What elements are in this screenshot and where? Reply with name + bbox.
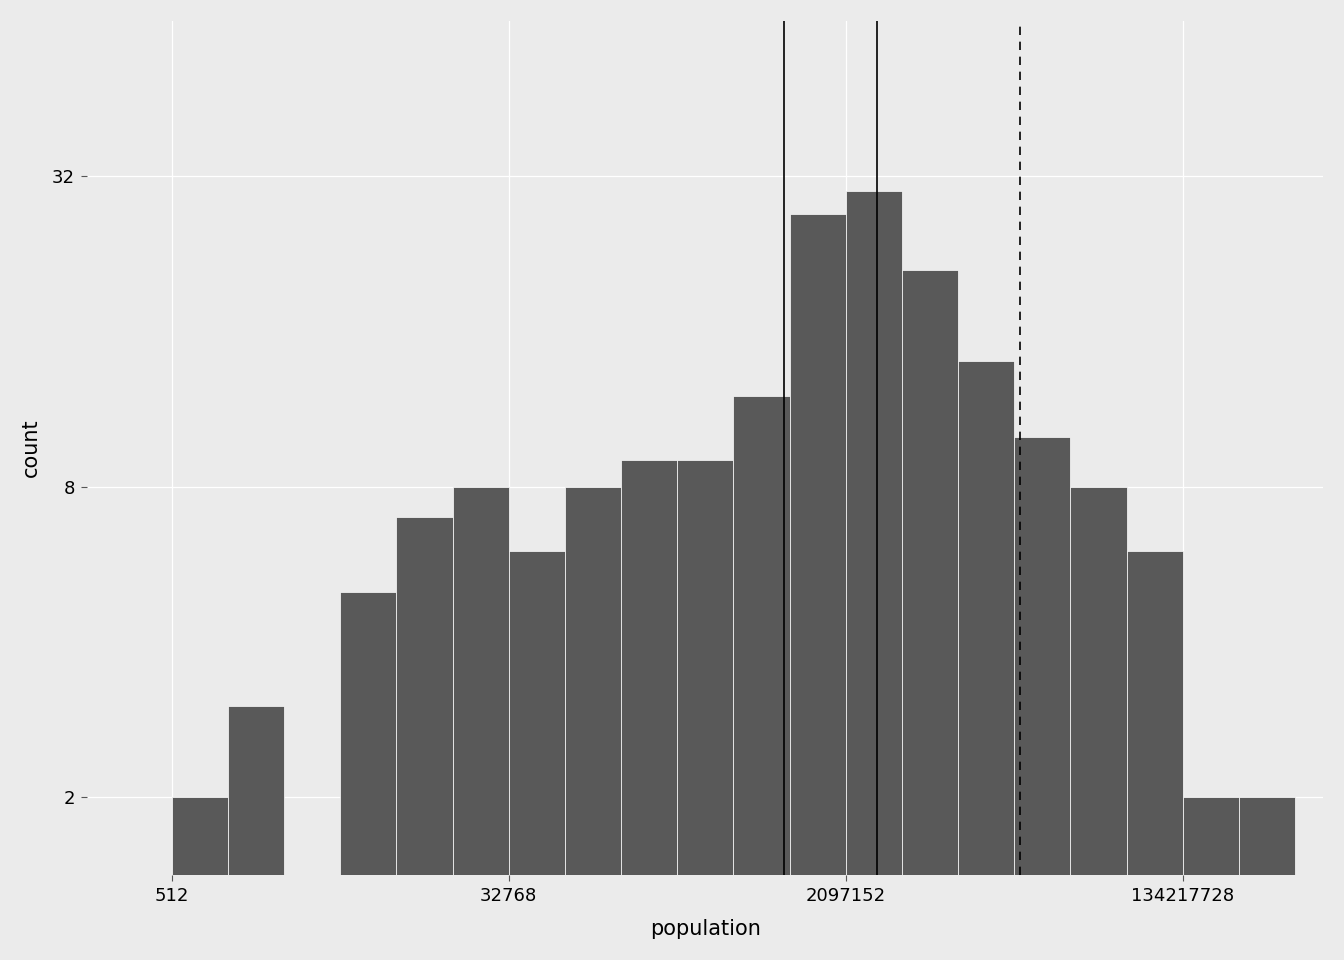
Bar [734,396,789,960]
Bar [1126,551,1183,960]
Bar [396,516,453,960]
Bar [845,190,902,960]
Bar [677,460,734,960]
Bar [172,797,228,960]
Y-axis label: count: count [22,419,40,477]
Bar [902,271,958,960]
Bar [1183,797,1239,960]
X-axis label: population: population [650,919,761,939]
Bar [453,487,509,960]
Bar [1015,437,1070,960]
Bar [958,361,1015,960]
Bar [789,214,845,960]
Bar [228,707,284,960]
Bar [340,592,396,960]
Bar [509,551,564,960]
Bar [564,487,621,960]
Bar [621,460,677,960]
Bar [1239,797,1296,960]
Bar [1070,487,1126,960]
